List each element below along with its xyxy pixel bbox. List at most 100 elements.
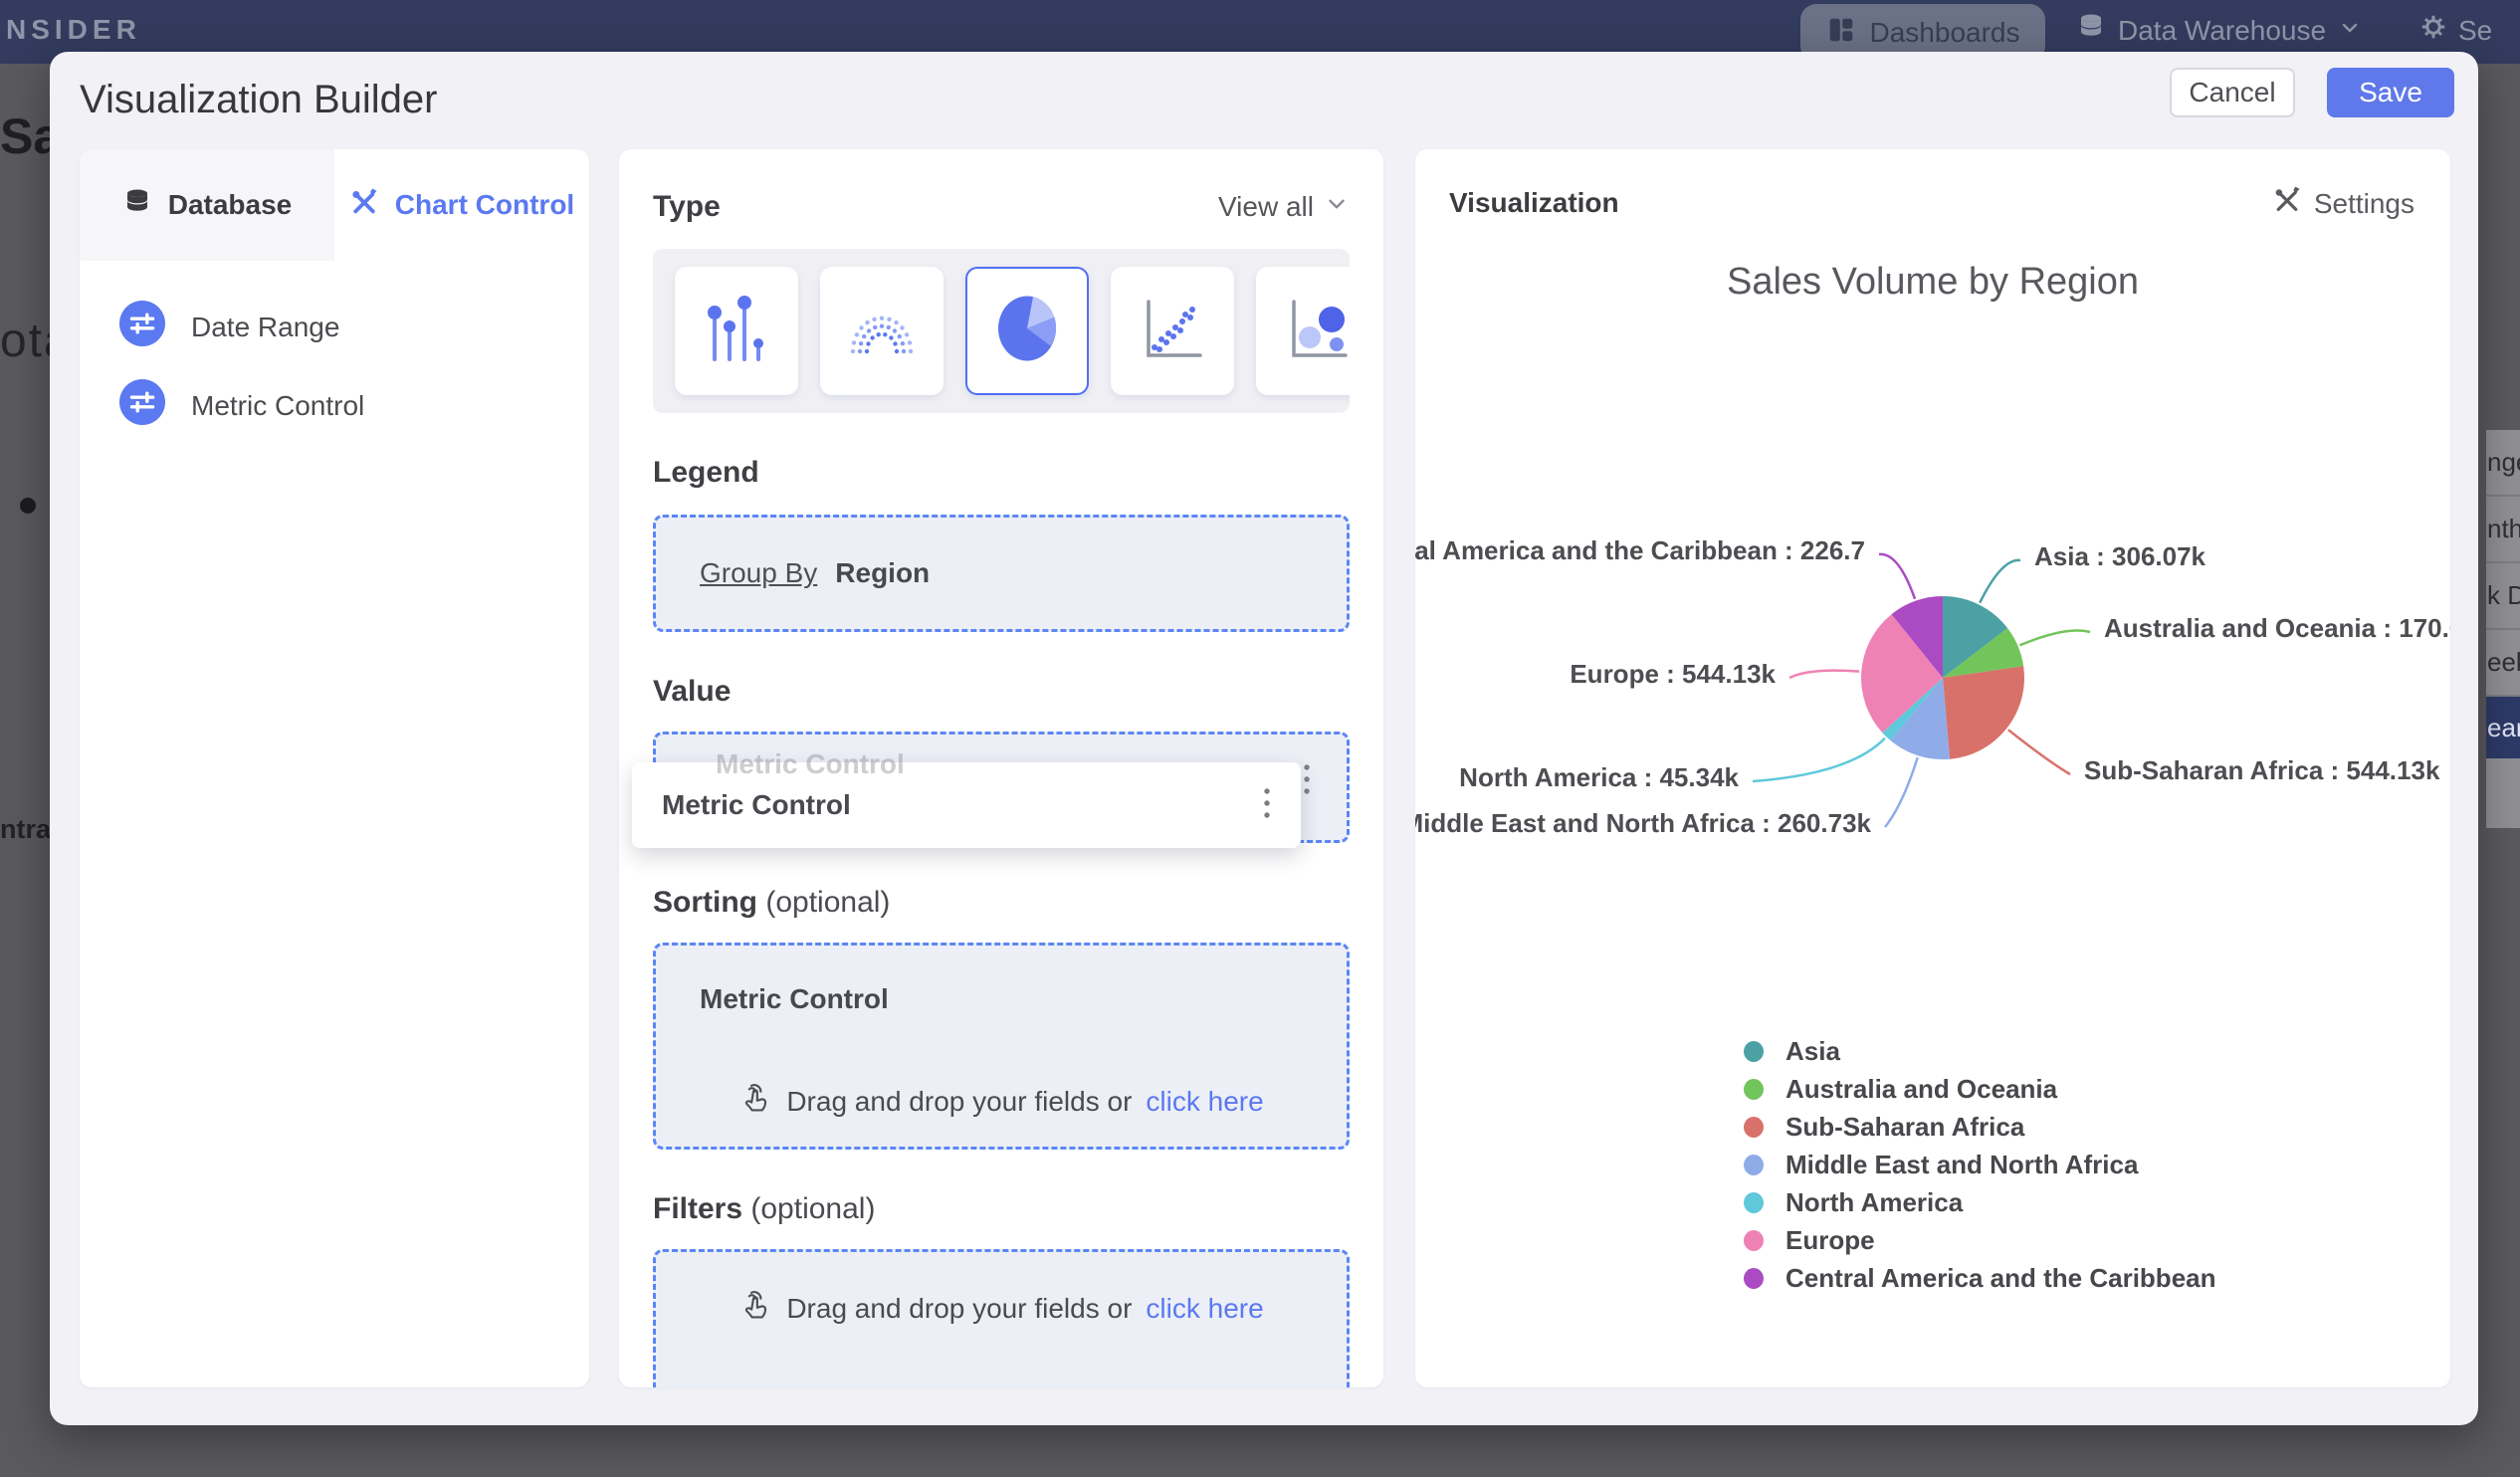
chart-config-panel: Type View all Legend Group By Region Val… — [619, 149, 1383, 1387]
tools-icon — [349, 187, 379, 224]
grid-icon — [1826, 15, 1856, 52]
database-icon — [122, 187, 152, 224]
legend-item[interactable]: Asia — [1744, 1036, 2216, 1066]
tab-database[interactable]: Database — [80, 149, 334, 261]
chart-settings-button[interactable]: Settings — [2272, 185, 2415, 222]
bg-menu-item-fragment: nge — [2486, 430, 2520, 497]
pie-slice-6[interactable] — [1891, 596, 1944, 678]
tap-hand-icon — [738, 1288, 772, 1329]
chevron-down-icon — [2338, 15, 2362, 47]
legend-item[interactable]: Central America and the Caribbean — [1744, 1263, 2216, 1293]
legend-swatch — [1744, 1116, 1764, 1138]
pie-slice-2[interactable] — [1943, 666, 2024, 759]
pie-label: Middle East and North Africa : 260.73k — [1415, 808, 1872, 838]
lollipop-chart-icon — [703, 290, 770, 372]
tab-chart-control[interactable]: Chart Control — [334, 149, 589, 261]
panel-tabs: Database Chart Control — [80, 149, 589, 261]
pie-chart-icon — [991, 288, 1063, 374]
brand-logo: NSIDER — [6, 14, 141, 45]
pie-slice-4[interactable] — [1882, 678, 1943, 740]
chart-type-arc[interactable] — [820, 267, 944, 395]
chart-type-lollipop[interactable] — [675, 267, 798, 395]
modal-title: Visualization Builder — [80, 78, 438, 121]
legend-swatch — [1744, 1040, 1764, 1062]
legend-item[interactable]: Sub-Saharan Africa — [1744, 1112, 2216, 1142]
bg-menu-item-fragment: eek — [2486, 630, 2520, 697]
field-item-metric-control[interactable]: Metric Control — [119, 379, 589, 432]
pie-label: Central America and the Caribbean : 226.… — [1415, 535, 1865, 565]
visualization-panel: Visualization Settings Sales Volume by R… — [1415, 149, 2450, 1387]
click-here-link[interactable]: click here — [1146, 1292, 1264, 1324]
click-here-link[interactable]: click here — [1146, 1085, 1264, 1117]
pie-leader-line — [1979, 558, 2021, 604]
filters-heading: Filters (optional) — [653, 1192, 876, 1225]
legend-item[interactable]: Australia and Oceania — [1744, 1074, 2216, 1104]
kebab-menu-icon[interactable] — [1303, 762, 1311, 801]
arc-chart-icon — [848, 290, 916, 372]
legend-item[interactable]: Middle East and North Africa — [1744, 1150, 2216, 1179]
legend-swatch — [1744, 1078, 1764, 1100]
database-icon — [2076, 12, 2106, 49]
nav-settings-button[interactable]: Se — [2418, 12, 2492, 49]
controls-panel: Database Chart Control Date Range Metric … — [80, 149, 589, 1387]
visualization-heading: Visualization — [1449, 187, 1619, 218]
pie-slice-3[interactable] — [1890, 678, 1950, 759]
chart-type-pie[interactable] — [965, 267, 1089, 395]
left-panel-items: Date Range Metric Control — [80, 261, 589, 432]
legend-swatch — [1744, 1267, 1764, 1289]
value-heading: Value — [653, 675, 732, 708]
tools-icon — [2272, 185, 2302, 222]
legend-item[interactable]: Europe — [1744, 1225, 2216, 1255]
legend-drop-zone[interactable]: Group By Region — [653, 515, 1350, 632]
chart-type-strip — [653, 249, 1350, 413]
pie-slice-0[interactable] — [1943, 596, 2008, 678]
chart-type-scatter[interactable] — [1111, 267, 1234, 395]
kebab-menu-icon[interactable] — [1263, 786, 1271, 825]
pie-label: Australia and Oceania : 170.04k — [2104, 613, 2450, 643]
pie-leader-line — [1752, 737, 1886, 783]
pie-label: Europe : 544.13k — [1570, 659, 1776, 689]
sorting-heading: Sorting (optional) — [653, 886, 891, 919]
legend-swatch — [1744, 1154, 1764, 1175]
sliders-icon — [119, 301, 165, 353]
bg-menu-item-fragment: k D — [2486, 563, 2520, 630]
legend-heading: Legend — [653, 456, 759, 489]
chevron-down-icon — [1324, 191, 1350, 224]
sorting-item-label: Metric Control — [700, 983, 889, 1014]
cancel-button[interactable]: Cancel — [2170, 68, 2295, 117]
pie-label: Asia : 306.07k — [2034, 541, 2206, 571]
bg-dropdown-fragment: ngenthk Deekear — [2486, 430, 2520, 828]
view-all-button[interactable]: View all — [1218, 191, 1350, 224]
field-item-date-range[interactable]: Date Range — [119, 301, 589, 353]
group-by-label[interactable]: Group By — [700, 557, 818, 588]
pie-label: Sub-Saharan Africa : 544.13k — [2084, 755, 2440, 785]
pie-slice-5[interactable] — [1861, 614, 1943, 734]
pie-leader-line — [2007, 729, 2071, 776]
legend-swatch — [1744, 1191, 1764, 1213]
pie-chart: Asia : 306.07k Australia and Oceania : 17… — [1415, 535, 2450, 838]
pie-slice-1[interactable] — [1943, 628, 2024, 678]
legend-swatch — [1744, 1229, 1764, 1251]
bg-bullet-dot — [20, 498, 36, 514]
bg-menu-item-fragment: nth — [2486, 497, 2520, 563]
metric-control-drag-card[interactable]: Metric Control — [632, 762, 1301, 848]
filters-drop-zone[interactable]: Drag and drop your fields or click here — [653, 1249, 1350, 1387]
save-button[interactable]: Save — [2327, 68, 2454, 117]
visualization-builder-modal: Visualization Builder Cancel Save Databa… — [50, 52, 2478, 1425]
value-drop-zone[interactable]: Metric Control Metric Control — [632, 732, 1350, 848]
chart-title: Sales Volume by Region — [1726, 261, 2140, 303]
bubble-chart-icon — [1284, 290, 1350, 372]
group-by-value[interactable]: Region — [835, 557, 931, 588]
chart-type-bubble[interactable] — [1256, 267, 1350, 395]
pie-leader-line — [1788, 669, 1860, 680]
nav-data-warehouse-button[interactable]: Data Warehouse — [2076, 12, 2362, 49]
gear-icon — [2418, 12, 2448, 49]
sorting-drop-zone[interactable]: Metric Control Drag and drop your fields… — [653, 943, 1350, 1150]
legend-item[interactable]: North America — [1744, 1187, 2216, 1217]
pie-leader-line — [2018, 629, 2091, 647]
type-heading: Type — [653, 190, 721, 223]
scatter-chart-icon — [1139, 290, 1206, 372]
tap-hand-icon — [738, 1081, 772, 1122]
bg-text-fragment: ntral — [0, 814, 59, 844]
